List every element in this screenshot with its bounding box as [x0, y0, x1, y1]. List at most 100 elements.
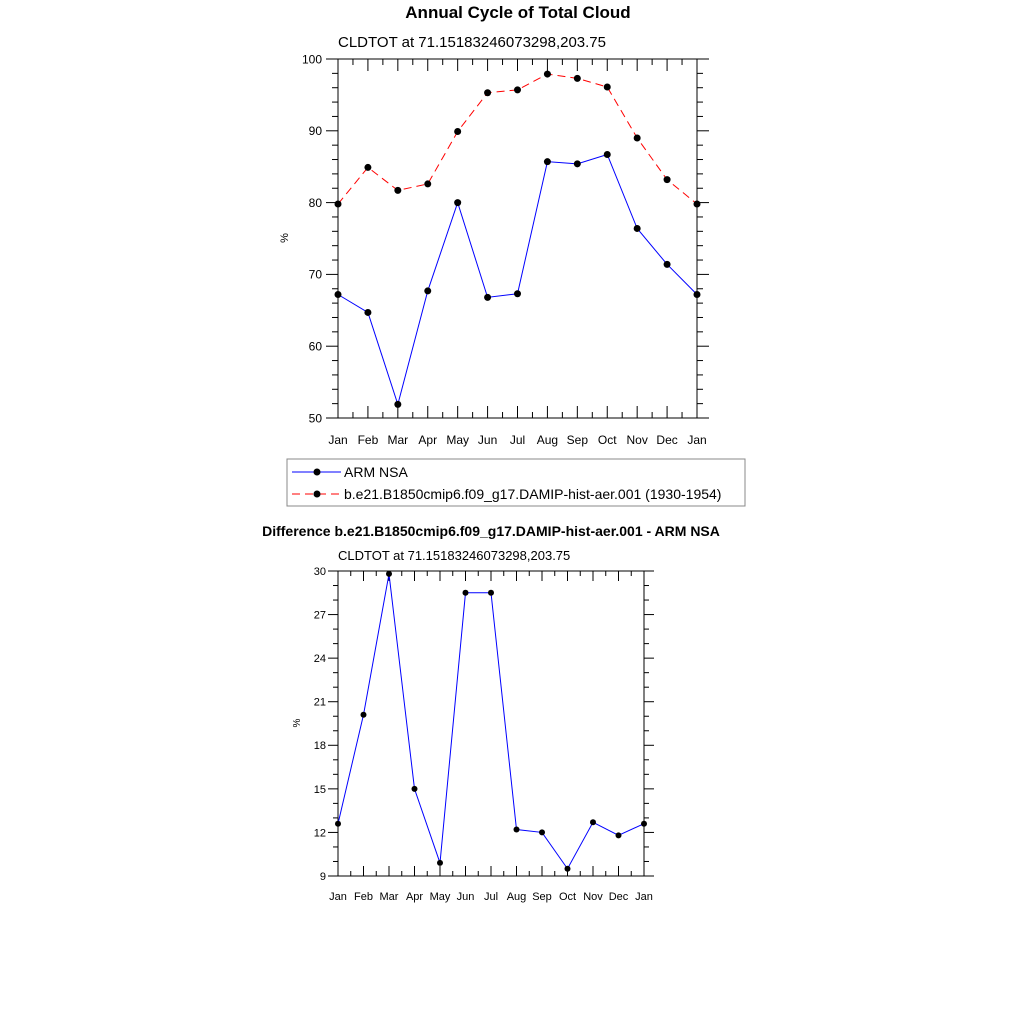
x-tick-label: Nov: [626, 433, 647, 447]
y-tick-label: 9: [320, 871, 326, 883]
x-tick-label: Dec: [609, 891, 629, 903]
y-tick-label: 60: [309, 340, 323, 354]
data-point: [364, 163, 372, 171]
series-line-0: [337, 573, 645, 870]
legend-entry-arm: ARM NSA: [292, 464, 408, 480]
data-point: [633, 224, 641, 232]
data-point: [590, 819, 596, 826]
x-tick-label: Jun: [457, 891, 475, 903]
data-point: [693, 200, 701, 208]
x-tick-label: Apr: [406, 891, 423, 903]
data-point: [615, 832, 622, 839]
chart2-title: Difference b.e21.B1850cmip6.f09_g17.DAMI…: [262, 523, 720, 539]
x-tick-label: Jul: [484, 891, 498, 903]
x-tick-label: Jun: [478, 433, 497, 447]
y-tick-label: 90: [309, 124, 323, 138]
x-tick-label: Oct: [559, 891, 576, 903]
data-point: [454, 199, 462, 207]
x-tick-label: Jan: [329, 891, 347, 903]
y-tick-label: 24: [314, 653, 326, 665]
x-tick-label: Aug: [537, 433, 558, 447]
x-tick-label: Sep: [567, 433, 589, 447]
chart1-legend: ARM NSA b.e21.B1850cmip6.f09_g17.DAMIP-h…: [286, 458, 746, 507]
data-point: [437, 859, 443, 866]
data-point: [633, 134, 641, 142]
data-point: [334, 291, 342, 299]
data-point: [663, 176, 671, 184]
data-point: [641, 820, 647, 827]
series-line-0: [337, 153, 698, 407]
data-point: [462, 589, 469, 596]
data-point: [488, 589, 494, 596]
x-tick-label: Jul: [510, 433, 525, 447]
data-point: [364, 308, 372, 316]
y-tick-label: 30: [314, 566, 326, 578]
x-tick-label: Mar: [380, 891, 399, 903]
y-tick-label: 15: [314, 784, 326, 796]
chart2-subtitle: CLDTOT at 71.15183246073298,203.75: [338, 548, 570, 563]
plot-frame: [337, 58, 698, 419]
data-point: [564, 865, 571, 872]
y-tick-label: 100: [302, 52, 322, 66]
legend-box: [286, 458, 746, 507]
y-tick-label: 50: [309, 411, 323, 425]
y-tick-label: 27: [314, 610, 326, 622]
data-point: [573, 74, 581, 82]
data-point: [484, 293, 492, 301]
data-point: [573, 160, 581, 168]
data-point: [454, 128, 462, 136]
x-tick-label: Nov: [583, 891, 603, 903]
x-tick-label: Feb: [358, 433, 379, 447]
plot-frame: [337, 570, 645, 877]
x-tick-label: Jan: [687, 433, 706, 447]
y-tick-label: 70: [309, 268, 323, 282]
data-point: [484, 89, 492, 97]
data-point: [663, 260, 671, 268]
data-point: [394, 186, 402, 194]
x-tick-label: Dec: [656, 433, 677, 447]
y-tick-label: 21: [314, 697, 326, 709]
data-point: [514, 86, 521, 94]
data-point: [335, 820, 341, 827]
data-point: [394, 400, 402, 408]
chart1-title: Annual Cycle of Total Cloud: [405, 3, 630, 22]
x-tick-label: Aug: [507, 891, 527, 903]
x-tick-label: Sep: [532, 891, 552, 903]
legend-label-model: b.e21.B1850cmip6.f09_g17.DAMIP-hist-aer.…: [344, 486, 721, 502]
chart2-ylabel: %: [292, 718, 303, 727]
chart1-subtitle: CLDTOT at 71.15183246073298,203.75: [338, 34, 606, 51]
x-tick-label: May: [430, 891, 451, 903]
x-tick-label: Jan: [328, 433, 347, 447]
chart2-plot-area: Jan Feb Mar Apr May Jun Jul Aug Sep Oct Nov Dec Jan9…: [314, 566, 654, 903]
data-point: [513, 826, 520, 833]
data-point: [424, 180, 432, 188]
legend-marker-arm: [313, 468, 321, 476]
y-tick-label: 12: [314, 827, 326, 839]
x-tick-label: Feb: [354, 891, 373, 903]
chart1-ylabel: %: [279, 233, 291, 243]
data-point: [424, 287, 432, 295]
legend-entry-model: b.e21.B1850cmip6.f09_g17.DAMIP-hist-aer.…: [292, 486, 721, 502]
x-tick-label: Jan: [635, 891, 653, 903]
series-line-1: [337, 73, 698, 205]
data-point: [539, 829, 545, 836]
y-tick-label: 80: [309, 196, 323, 210]
x-tick-label: Mar: [387, 433, 408, 447]
data-point: [386, 570, 392, 577]
data-point: [360, 711, 367, 718]
data-point: [411, 785, 418, 792]
data-point: [603, 83, 611, 91]
data-point: [693, 291, 701, 299]
x-tick-label: Apr: [418, 433, 437, 447]
legend-label-arm: ARM NSA: [344, 464, 408, 480]
data-point: [603, 150, 611, 158]
chart1-plot-area: Jan Feb Mar Apr May Jun Jul Aug Sep Oct Nov Dec Jan 5…: [302, 52, 709, 447]
legend-marker-model: [313, 490, 321, 498]
x-tick-label: May: [446, 433, 469, 447]
data-point: [514, 290, 521, 298]
data-point: [543, 158, 551, 166]
data-point: [334, 200, 342, 208]
data-point: [543, 70, 551, 78]
x-tick-label: Oct: [598, 433, 617, 447]
